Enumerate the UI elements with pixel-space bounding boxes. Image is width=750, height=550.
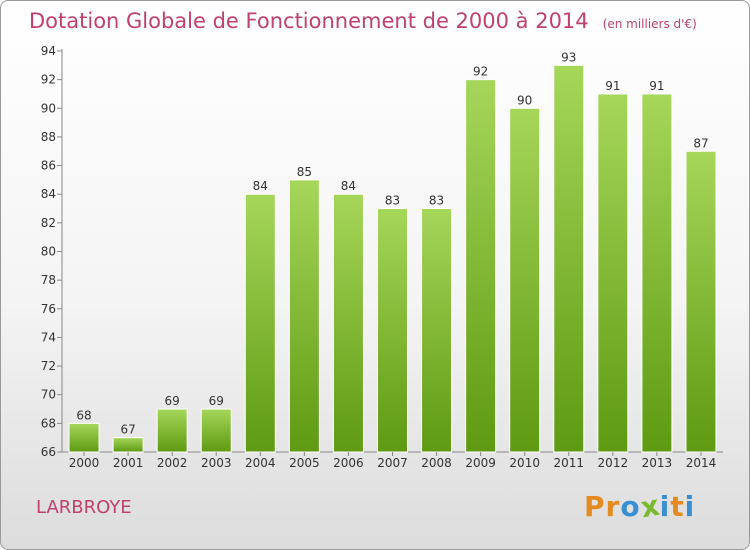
title-text: Dotation Globale de Fonctionnement de 20… [29, 9, 589, 33]
bar [685, 150, 717, 453]
chart-title: Dotation Globale de Fonctionnement de 20… [29, 9, 697, 33]
x-tick-label: 2009 [465, 456, 496, 470]
bar-value-label: 90 [517, 93, 532, 107]
bar-value-label: 87 [693, 136, 708, 150]
y-tick-label: 70 [41, 388, 56, 402]
bar [68, 422, 100, 453]
x-tick-label: 2011 [553, 456, 584, 470]
bar [200, 408, 232, 453]
x-tick-label: 2014 [686, 456, 717, 470]
x-tick-label: 2008 [421, 456, 452, 470]
y-tick-label: 88 [41, 130, 56, 144]
x-tick-label: 2005 [289, 456, 320, 470]
y-tick-label: 90 [41, 101, 56, 115]
bar [288, 179, 320, 453]
bar [465, 79, 497, 453]
y-tick-label: 78 [41, 273, 56, 287]
y-tick-label: 76 [41, 302, 56, 316]
x-tick-label: 2013 [642, 456, 673, 470]
bar [377, 208, 408, 453]
bar [332, 193, 364, 453]
y-tick-label: 80 [41, 245, 56, 259]
x-tick-label: 2003 [201, 456, 232, 470]
commune-name: LARBROYE [36, 497, 132, 518]
x-tick-label: 2010 [509, 456, 540, 470]
x-tick-label: 2002 [157, 456, 188, 470]
bar [156, 408, 188, 453]
bar [509, 107, 541, 453]
x-tick-label: 2001 [113, 456, 144, 470]
x-tick-label: 2004 [245, 456, 276, 470]
y-tick-label: 68 [41, 416, 56, 430]
x-tick-label: 2000 [69, 456, 100, 470]
x-tick-label: 2007 [377, 456, 408, 470]
bar-value-label: 84 [253, 179, 268, 193]
bar-value-label: 92 [473, 65, 488, 79]
bar-value-label: 91 [649, 79, 664, 93]
bar [421, 208, 453, 453]
y-tick-label: 66 [41, 445, 56, 459]
bar-value-label: 83 [385, 194, 400, 208]
x-tick-label: 2012 [598, 456, 629, 470]
chart-subtitle: (en milliers d'€) [602, 17, 697, 31]
bar-value-label: 91 [605, 79, 620, 93]
bar [641, 93, 673, 453]
bar-value-label: 84 [341, 179, 356, 193]
bar-value-label: 83 [429, 194, 444, 208]
bar [597, 93, 629, 453]
y-tick-label: 84 [41, 187, 56, 201]
bar-value-label: 93 [561, 50, 576, 64]
bar [112, 437, 144, 453]
y-tick-label: 92 [41, 73, 56, 87]
x-tick-label: 2006 [333, 456, 364, 470]
y-tick-label: 72 [41, 359, 56, 373]
bar-value-label: 69 [209, 394, 224, 408]
proxiti-logo: Proxiti [584, 488, 696, 525]
y-tick-label: 74 [41, 330, 56, 344]
y-tick-label: 86 [41, 159, 56, 173]
bar-value-label: 85 [297, 165, 312, 179]
bar [553, 64, 585, 453]
bar-value-label: 68 [76, 408, 91, 422]
y-tick-label: 82 [41, 216, 56, 230]
bar-value-label: 69 [165, 394, 180, 408]
bar-value-label: 67 [120, 423, 135, 437]
bar [244, 193, 276, 453]
y-tick-label: 94 [41, 44, 56, 58]
